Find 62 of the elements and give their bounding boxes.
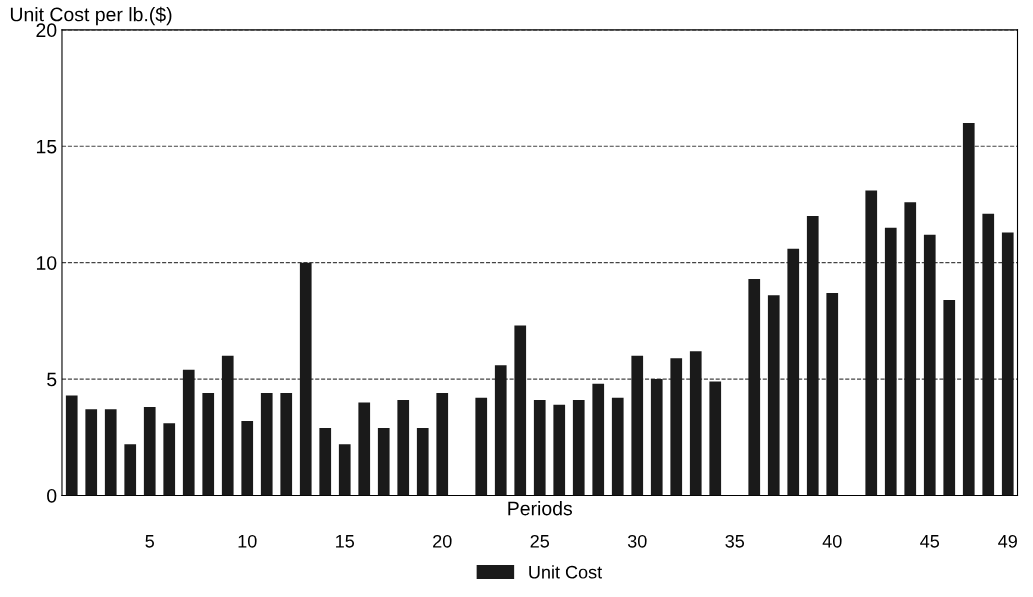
bar (826, 292, 839, 496)
bar (182, 369, 195, 496)
bar (943, 299, 956, 496)
bar (124, 444, 137, 496)
legend-label: Unit Cost (529, 565, 603, 579)
bar (923, 234, 936, 496)
bar (221, 355, 234, 496)
bar (689, 351, 702, 496)
y-tick-label: 10 (36, 256, 57, 270)
bar (904, 202, 917, 496)
bar (358, 402, 371, 496)
bar (787, 248, 800, 496)
bar (377, 427, 390, 496)
bar (982, 213, 995, 496)
bar (338, 444, 351, 496)
bar (709, 381, 722, 496)
bar (163, 423, 176, 496)
bar (572, 400, 585, 496)
bar (475, 397, 488, 496)
bar (319, 427, 332, 496)
bar (280, 393, 293, 496)
bar (416, 427, 429, 496)
bar (670, 358, 683, 496)
y-tick-label: 5 (47, 372, 57, 387)
bar (553, 404, 566, 496)
bar (241, 421, 254, 496)
bar (85, 409, 98, 496)
bar (962, 122, 975, 496)
bar (494, 365, 507, 496)
x-tick-label: 45 (920, 535, 940, 548)
x-tick-label: 20 (433, 534, 452, 548)
bar (436, 393, 449, 496)
bar (1001, 232, 1014, 496)
bar (299, 262, 312, 496)
bar (104, 409, 117, 496)
x-tick-label: 10 (238, 534, 257, 548)
x-tick-label: 25 (530, 534, 550, 548)
bar (592, 383, 605, 496)
bar (806, 216, 819, 496)
bar (65, 395, 78, 496)
x-axis-title: Periods (508, 501, 573, 516)
bar (767, 295, 780, 496)
bar (884, 227, 897, 496)
bar (611, 397, 624, 496)
bar (202, 393, 215, 496)
bar (533, 400, 546, 496)
bar (260, 393, 273, 496)
x-tick-label: 5 (145, 535, 154, 548)
x-tick-label: 49 (998, 534, 1017, 548)
y-tick-label: 0 (47, 488, 57, 503)
bar (514, 325, 527, 496)
bar (143, 407, 156, 496)
bar (650, 379, 663, 496)
x-tick-label: 35 (725, 534, 745, 548)
bar (748, 278, 761, 496)
x-tick-label: 40 (822, 534, 842, 548)
x-tick-label: 15 (336, 535, 355, 548)
x-tick-label: 30 (627, 534, 647, 548)
y-tick-label: 15 (36, 139, 57, 154)
bar (631, 355, 644, 496)
bar (397, 400, 410, 496)
bar (865, 190, 878, 496)
